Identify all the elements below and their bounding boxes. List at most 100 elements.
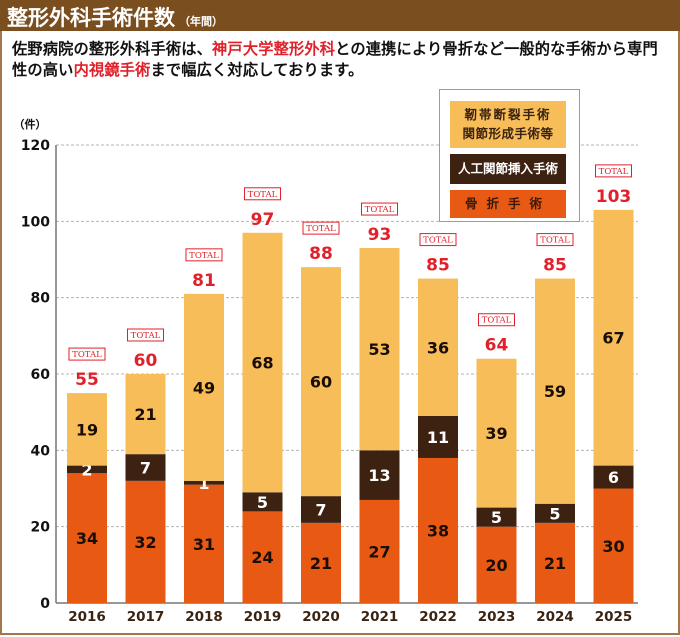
legend-item-ligament: 靭帯断裂手術 関節形成手術等 bbox=[450, 101, 566, 148]
bar-segment bbox=[67, 473, 107, 603]
total-value-label: 85 bbox=[426, 256, 450, 276]
bar-value-label: 20 bbox=[485, 556, 507, 575]
total-badge bbox=[185, 248, 223, 262]
total-value-label: 81 bbox=[192, 271, 216, 291]
y-axis-label: （件） bbox=[14, 117, 47, 131]
intro-part1: 佐野病院の整形外科手術は、 bbox=[12, 40, 213, 58]
bar-segment bbox=[476, 526, 517, 603]
total-value-label: 60 bbox=[134, 351, 158, 371]
bar-segment bbox=[184, 484, 224, 603]
x-tick-label: 2023 bbox=[478, 609, 516, 625]
bar-value-label: 7 bbox=[140, 459, 151, 478]
bar-value-label: 30 bbox=[602, 537, 624, 556]
bar-segment bbox=[301, 496, 341, 523]
bar-segment bbox=[476, 507, 517, 527]
total-value-label: 85 bbox=[543, 256, 567, 276]
total-badge bbox=[361, 202, 398, 216]
bar-segment bbox=[301, 522, 341, 603]
legend-ligament-line1: 靭帯断裂手術 bbox=[464, 107, 552, 122]
bar-value-label: 67 bbox=[602, 329, 624, 348]
total-value-label: 64 bbox=[485, 336, 509, 356]
bar-value-label: 2 bbox=[81, 460, 92, 479]
total-badge-label: TOTAL bbox=[599, 167, 629, 177]
bar-segment bbox=[418, 457, 458, 603]
bar-segment bbox=[593, 488, 634, 603]
intro-highlight-endoscopic: 内視鏡手術 bbox=[73, 61, 151, 79]
total-badge-label: TOTAL bbox=[365, 205, 395, 215]
total-badge-label: TOTAL bbox=[131, 331, 161, 341]
x-tick-label: 2024 bbox=[536, 609, 574, 625]
bar-segment bbox=[301, 267, 341, 497]
page-title: 整形外科手術件数 （年間） bbox=[7, 2, 223, 32]
total-value-label: 103 bbox=[596, 187, 632, 207]
total-badge-label: TOTAL bbox=[72, 350, 102, 360]
bar-segment bbox=[184, 293, 224, 481]
bar-segment bbox=[535, 522, 575, 603]
title-text: 整形外科手術件数 bbox=[7, 6, 175, 30]
bar-segment bbox=[242, 511, 283, 603]
bar-segment bbox=[242, 492, 283, 512]
title-subtitle: （年間） bbox=[179, 15, 223, 28]
bar-segment bbox=[359, 499, 400, 603]
bar-segment bbox=[125, 454, 166, 481]
bar-value-label: 13 bbox=[368, 466, 390, 485]
x-tick-label: 2018 bbox=[185, 609, 223, 625]
total-badge bbox=[595, 164, 632, 178]
y-tick-label: 80 bbox=[31, 291, 51, 307]
bar-value-label: 1 bbox=[198, 474, 209, 493]
bar-value-label: 19 bbox=[76, 420, 98, 439]
x-tick-label: 2025 bbox=[595, 609, 633, 625]
total-badge bbox=[244, 187, 281, 201]
bar-value-label: 7 bbox=[315, 500, 326, 519]
total-badge-label: TOTAL bbox=[423, 236, 453, 246]
bar-segment bbox=[125, 374, 166, 455]
total-value-label: 97 bbox=[251, 210, 275, 230]
bar-value-label: 11 bbox=[427, 428, 449, 447]
bar-segment bbox=[125, 480, 166, 603]
bar-segment bbox=[67, 393, 107, 466]
bar-segment bbox=[593, 209, 634, 466]
bar-segment bbox=[535, 503, 575, 523]
intro-part3: まで幅広く対応しております。 bbox=[150, 61, 364, 79]
bar-segment bbox=[359, 450, 400, 500]
bar-value-label: 34 bbox=[76, 529, 98, 548]
bar-value-label: 21 bbox=[310, 554, 332, 573]
x-tick-label: 2020 bbox=[302, 609, 340, 625]
bar-segment bbox=[535, 278, 575, 504]
y-tick-label: 120 bbox=[21, 138, 50, 154]
bar-value-label: 68 bbox=[251, 354, 273, 373]
bar-value-label: 27 bbox=[368, 542, 390, 561]
y-tick-label: 0 bbox=[40, 596, 50, 612]
total-badge bbox=[127, 328, 164, 342]
bar-segment bbox=[359, 248, 400, 451]
bar-segment bbox=[67, 465, 107, 474]
total-value-label: 88 bbox=[309, 244, 333, 264]
total-badge-label: TOTAL bbox=[540, 236, 570, 246]
total-value-label: 93 bbox=[368, 225, 392, 245]
bar-segment bbox=[418, 415, 458, 458]
x-tick-label: 2021 bbox=[361, 609, 399, 625]
y-tick-label: 60 bbox=[31, 367, 51, 383]
bar-segment bbox=[476, 358, 517, 508]
y-tick-label: 40 bbox=[31, 443, 51, 459]
intro-highlight-kobe: 神戸大学整形外科 bbox=[212, 40, 336, 58]
bar-value-label: 5 bbox=[549, 504, 560, 523]
total-badge bbox=[302, 221, 340, 235]
bar-value-label: 5 bbox=[257, 493, 268, 512]
bar-value-label: 24 bbox=[251, 548, 273, 567]
bar-value-label: 6 bbox=[608, 468, 619, 487]
total-badge-label: TOTAL bbox=[248, 190, 278, 200]
bar-segment bbox=[593, 465, 634, 489]
total-badge bbox=[419, 233, 457, 247]
bar-value-label: 36 bbox=[427, 338, 449, 357]
y-tick-label: 20 bbox=[31, 520, 51, 536]
x-tick-label: 2019 bbox=[244, 609, 282, 625]
bar-value-label: 39 bbox=[485, 424, 507, 443]
total-badge bbox=[68, 347, 106, 361]
x-tick-label: 2016 bbox=[68, 609, 106, 625]
total-badge bbox=[478, 313, 515, 327]
bar-value-label: 49 bbox=[193, 378, 215, 397]
bar-value-label: 31 bbox=[193, 535, 215, 554]
